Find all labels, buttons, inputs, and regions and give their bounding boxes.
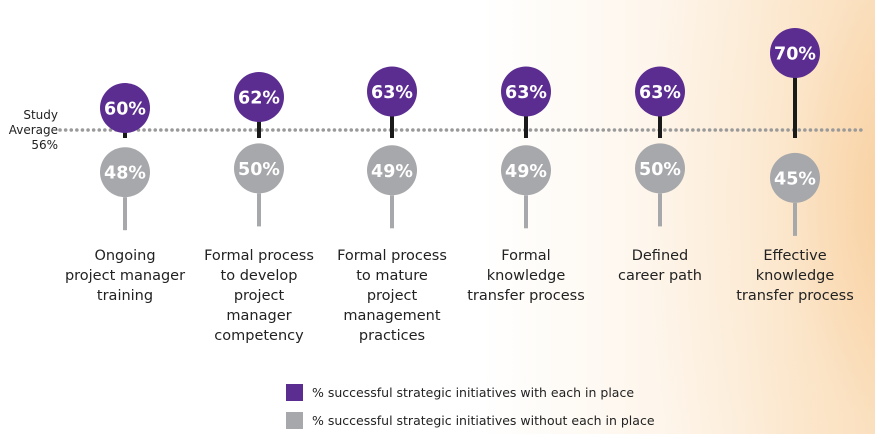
category-label-line: Formal process: [204, 248, 314, 264]
category-label-line: to mature: [356, 268, 428, 284]
category-label-line: knowledge: [755, 268, 835, 284]
with-value-label: 60%: [104, 100, 146, 120]
with-value-label: 63%: [505, 83, 547, 103]
with-dot: [770, 28, 820, 78]
without-value-label: 45%: [774, 169, 816, 189]
category-label-line: practices: [358, 328, 426, 344]
legend: % successful strategic initiatives with …: [286, 383, 655, 439]
category-label: Effective knowledge transfer process: [725, 246, 865, 306]
category-label-line: project: [233, 288, 285, 304]
category-label-line: transfer process: [467, 288, 585, 304]
category-label-line: Effective: [763, 248, 827, 264]
legend-item-with: % successful strategic initiatives with …: [286, 383, 655, 401]
with-dot: [234, 72, 284, 122]
category-label-line: project: [366, 288, 418, 304]
with-value-label: 70%: [774, 45, 816, 65]
category-label: Formal process to mature project management…: [322, 246, 462, 346]
without-value-label: 50%: [238, 160, 280, 180]
category-label: Ongoing project manager training: [55, 246, 195, 306]
legend-swatch-without: [286, 411, 303, 429]
legend-item-without: % successful strategic initiatives witho…: [286, 411, 655, 429]
category-label-line: training: [96, 288, 154, 304]
category-label-line: transfer process: [736, 288, 854, 304]
without-dot: [100, 147, 150, 198]
without-value-label: 49%: [505, 162, 547, 182]
without-value-label: 50%: [639, 160, 681, 180]
category-label-line: competency: [214, 328, 304, 344]
category-label-line: project manager: [64, 268, 186, 284]
without-dot: [234, 143, 284, 194]
with-dot: [367, 66, 417, 117]
without-dot: [770, 152, 820, 203]
without-value-label: 49%: [371, 162, 413, 182]
legend-label-with: % successful strategic initiatives with …: [312, 384, 635, 400]
category-label-line: Ongoing: [94, 248, 156, 264]
category-label-line: to develop: [220, 268, 298, 284]
without-value-label: 48%: [104, 164, 146, 184]
with-dot: [100, 83, 150, 133]
with-dot: [635, 66, 685, 117]
with-value-label: 62%: [238, 89, 280, 109]
with-value-label: 63%: [371, 83, 413, 103]
category-label: Formal knowledge transfer process: [456, 246, 596, 306]
legend-swatch-with: [286, 383, 303, 401]
category-label-line: manager: [226, 308, 292, 324]
category-label-line: career path: [618, 268, 702, 284]
category-label: Formal process to develop project manager co…: [189, 246, 329, 346]
without-dot: [367, 145, 417, 196]
category-label-line: management: [343, 308, 441, 324]
without-dot: [635, 143, 685, 194]
category-label: Defined career path: [590, 246, 730, 286]
category-label-line: Defined: [631, 248, 689, 264]
study-average-value: 56%: [31, 138, 58, 152]
study-average-label: Study Average 56%: [0, 108, 58, 153]
without-dot: [501, 145, 551, 196]
category-label-line: Formal: [501, 248, 551, 264]
with-value-label: 63%: [639, 83, 681, 103]
legend-label-without: % successful strategic initiatives witho…: [312, 412, 655, 428]
category-label-line: Formal process: [337, 248, 447, 264]
study-average-line2: Average: [8, 123, 58, 137]
category-label-line: knowledge: [486, 268, 566, 284]
with-dot: [501, 66, 551, 117]
study-average-line1: Study: [23, 108, 58, 122]
